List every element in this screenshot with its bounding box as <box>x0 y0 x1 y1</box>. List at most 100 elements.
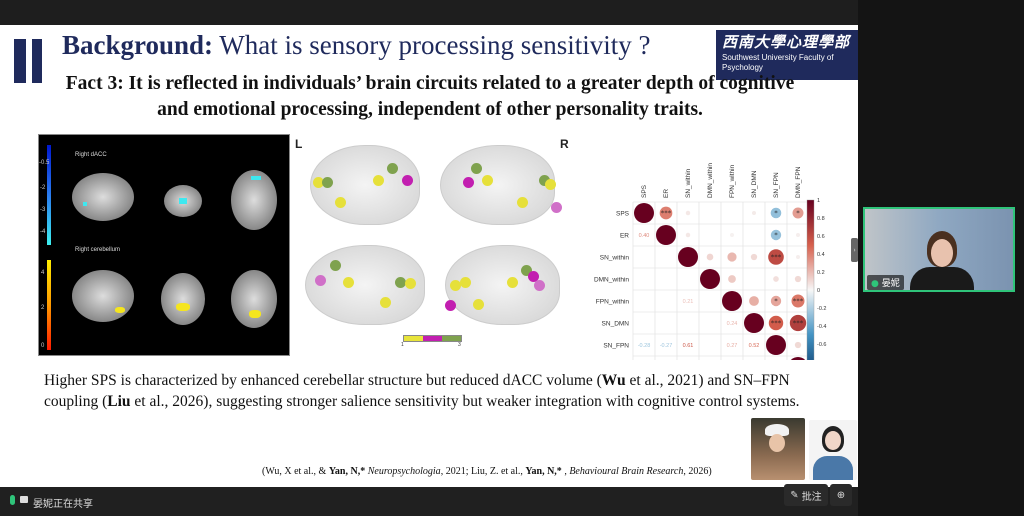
node-color-legend <box>403 335 462 342</box>
title-accent-bar <box>32 39 42 83</box>
node <box>507 277 518 288</box>
label-right-cerebellum: Right cerebellum <box>75 247 121 253</box>
cerebellum-highlight <box>176 303 190 311</box>
axial-slice <box>231 170 277 230</box>
correlation-value: 0.40 <box>639 233 650 239</box>
column-label: DMN_FPN <box>795 166 802 198</box>
collapse-panel-button[interactable]: › <box>851 238 858 262</box>
title-rest: What is sensory processing sensitivity ? <box>213 30 651 60</box>
top-bar <box>0 0 858 25</box>
colorbar-tick: 0.2 <box>817 270 825 276</box>
significance-stars: *** <box>771 320 782 328</box>
dacc-highlight <box>83 202 87 206</box>
summary-bold: Wu <box>601 372 626 389</box>
mic-icon[interactable] <box>10 495 15 505</box>
node <box>521 265 532 276</box>
colorbar-tick: -0.2 <box>817 306 826 312</box>
significance-stars: * <box>774 298 778 306</box>
correlation-circle <box>685 232 691 238</box>
correlation-circle <box>789 314 807 332</box>
node <box>322 177 333 188</box>
node <box>315 275 326 286</box>
tick: -3 <box>40 207 46 213</box>
mri-figure: -0.5 -2 -3 -4 4 2 0 Right dACC Right cer… <box>38 134 290 356</box>
node <box>373 175 384 186</box>
summary-part: et al., 2021) and SN–FPN coupling ( <box>44 372 790 410</box>
chevron-right-icon: › <box>853 246 856 254</box>
zoom-in-button[interactable]: ⊕ <box>830 484 852 506</box>
node <box>343 277 354 288</box>
dacc-highlight <box>251 176 261 180</box>
row-label: ER <box>620 233 629 240</box>
colorbar-tick: -0.6 <box>817 342 826 348</box>
correlation-circle <box>773 276 779 282</box>
correlation-value: 0.21 <box>683 299 694 305</box>
axial-slice <box>231 270 277 328</box>
brain-lateral-left <box>310 145 420 225</box>
row-label: SN_within <box>600 255 630 262</box>
logo-cn: 西南大學心理學部 <box>722 33 851 51</box>
annotate-label: 批注 <box>801 491 822 503</box>
ref-bold: Yan, N,* <box>328 466 366 477</box>
sharing-status: 晏妮正在共享 <box>33 499 93 510</box>
participant-video[interactable]: ● 晏妮 <box>863 207 1015 292</box>
node <box>380 297 391 308</box>
ref-italic: Behavioural Brain Research <box>569 466 684 477</box>
correlation-value: -0.27 <box>660 343 673 349</box>
mic-icon: ● <box>871 279 879 289</box>
author-photo <box>751 418 805 480</box>
title-bold: Background: <box>62 30 214 60</box>
node <box>534 280 545 291</box>
correlation-value: -0.28 <box>638 343 651 349</box>
reference-citation: (Wu, X et al., & Yan, N,* Neuropsycholog… <box>262 466 712 477</box>
correlation-circle <box>770 295 782 307</box>
correlation-circle <box>794 341 802 349</box>
ref-part: , 2021; Liu, Z. et al., <box>440 466 526 477</box>
correlation-circle <box>634 203 654 223</box>
correlation-value: 0.52 <box>749 343 760 349</box>
node <box>460 277 471 288</box>
hat-shape <box>765 424 789 436</box>
row-label: FPN_within <box>596 299 630 306</box>
correlation-circle <box>728 275 736 283</box>
cerebellum-highlight <box>249 310 261 318</box>
legend-swatch <box>404 336 423 341</box>
colorbar-tick: 1 <box>817 198 820 204</box>
correlation-matrix-chart: SPS SPS ER ER SN_within SN_within DMN_within DM… <box>594 163 826 360</box>
node <box>405 278 416 289</box>
colorbar-tick: 0.8 <box>817 216 825 222</box>
screen-share-icon <box>20 496 28 503</box>
sagittal-slice <box>72 173 134 221</box>
colorbar-tick: 0.4 <box>817 252 825 258</box>
annotate-button[interactable]: ✎ 批注 <box>784 484 828 506</box>
cerebellum-highlight <box>115 307 125 313</box>
column-label: FPN_within <box>729 164 736 198</box>
correlation-circle <box>796 233 800 237</box>
node <box>463 177 474 188</box>
node <box>545 179 556 190</box>
ref-part: (Wu, X et al., & <box>262 466 329 477</box>
node <box>395 277 406 288</box>
column-label: SPS <box>641 184 648 198</box>
significance-stars: * <box>774 232 778 240</box>
correlation-value: 0.24 <box>727 321 738 327</box>
brain-lateral-right <box>440 145 555 225</box>
row-label: DMN_within <box>594 277 629 284</box>
dacc-highlight <box>179 198 187 204</box>
colorbar <box>806 199 815 360</box>
right-hemisphere-label: R <box>560 137 569 151</box>
colorbar-tick: 0.6 <box>817 234 825 240</box>
correlation-circle <box>659 206 673 220</box>
correlation-circle <box>792 207 804 219</box>
correlation-circle <box>770 207 782 219</box>
shared-slide: Background: What is sensory processing s… <box>0 25 858 487</box>
fact-line-1: Fact 3: It is reflected in individuals’ … <box>65 73 795 94</box>
tick: 2 <box>41 305 45 311</box>
correlation-value: 0.27 <box>727 343 738 349</box>
summary-text: Higher SPS is characterized by enhanced … <box>44 370 844 412</box>
colorbar-warm <box>47 260 51 350</box>
sagittal-slice <box>72 270 134 322</box>
correlation-circle <box>706 253 714 261</box>
tick: -4 <box>40 229 46 235</box>
column-label: DMN_within <box>707 163 714 198</box>
